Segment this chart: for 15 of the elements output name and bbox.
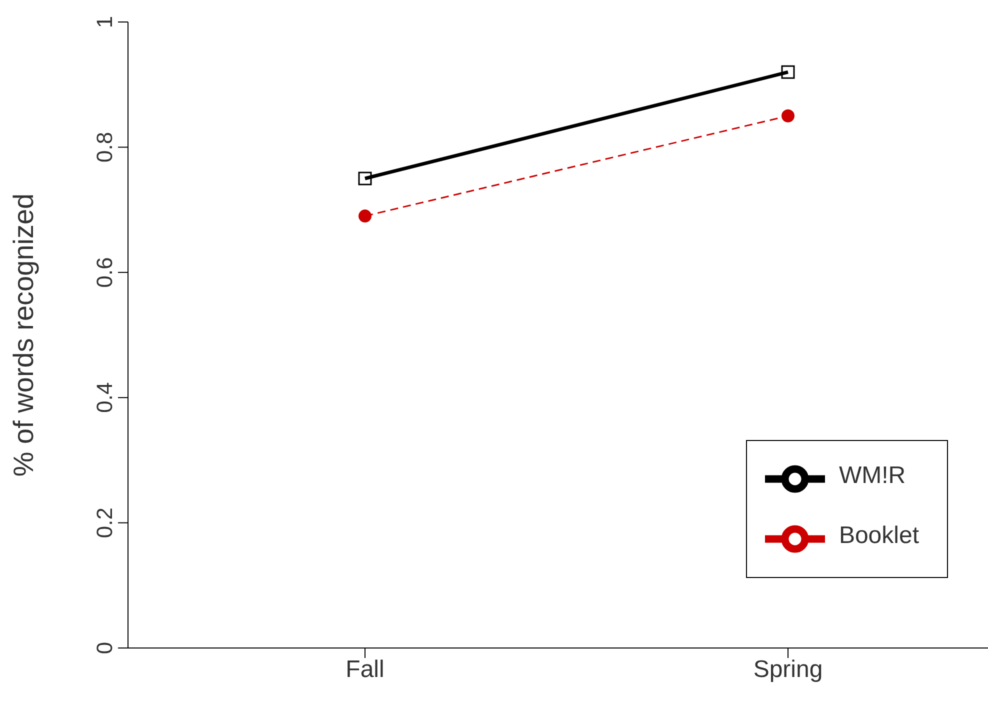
legend-label: WM!R [838, 462, 906, 490]
y-tick-label: 0.4 [92, 382, 117, 413]
y-tick-label: 0.8 [92, 132, 117, 162]
point [358, 172, 372, 186]
x-tick-label: Fall [346, 656, 384, 684]
point [781, 65, 795, 79]
legend-label: Booklet [838, 522, 919, 550]
x-tick-label: Spring [753, 656, 823, 684]
y-tick-label: 0 [92, 642, 117, 654]
y-tick-label: 0.6 [92, 257, 117, 288]
y-tick-label: 0.2 [92, 508, 117, 538]
point [358, 210, 372, 223]
y-axis-title: % of words recognized [8, 193, 39, 477]
y-tick-label: 1 [92, 16, 117, 28]
point [782, 109, 794, 122]
